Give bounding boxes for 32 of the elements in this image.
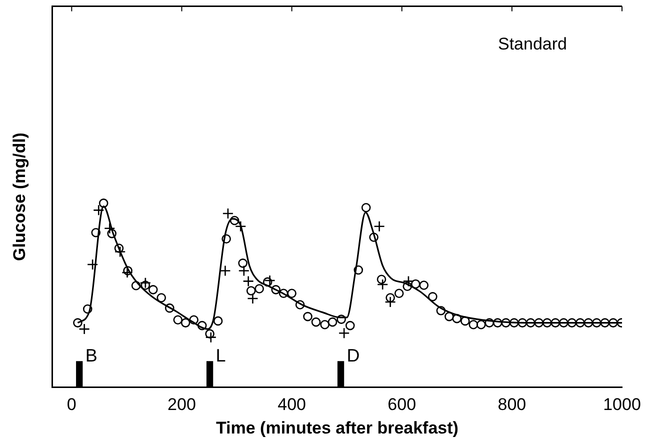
point bbox=[114, 246, 126, 258]
point bbox=[86, 258, 98, 270]
point bbox=[264, 274, 276, 286]
y-axis-title: Glucose (mg/dl) bbox=[10, 132, 29, 261]
annotation: L bbox=[216, 345, 226, 366]
point bbox=[104, 222, 116, 234]
point bbox=[220, 265, 231, 276]
point bbox=[205, 332, 217, 343]
x-tick-label: 200 bbox=[168, 395, 196, 414]
point bbox=[122, 266, 133, 278]
annotation: B bbox=[85, 345, 98, 366]
point bbox=[78, 323, 90, 335]
point bbox=[247, 292, 258, 304]
point bbox=[402, 276, 414, 287]
point bbox=[374, 220, 385, 232]
x-tick-label: 600 bbox=[388, 395, 416, 414]
point bbox=[234, 220, 246, 232]
x-tick-label: 0 bbox=[66, 395, 76, 414]
point bbox=[242, 276, 254, 287]
point bbox=[140, 277, 152, 289]
point bbox=[376, 278, 388, 290]
x-tick-label: 400 bbox=[278, 395, 306, 414]
point bbox=[384, 296, 396, 308]
text: Standard bbox=[498, 34, 567, 54]
x-axis-title: Time (minutes after breakfast) bbox=[216, 418, 458, 438]
point bbox=[338, 327, 350, 339]
x-tick-label: 800 bbox=[498, 395, 526, 414]
point bbox=[92, 204, 104, 216]
x-tick-label: 1000 bbox=[603, 395, 641, 414]
point bbox=[222, 208, 234, 220]
point bbox=[238, 265, 250, 276]
annotation: D bbox=[346, 345, 360, 366]
